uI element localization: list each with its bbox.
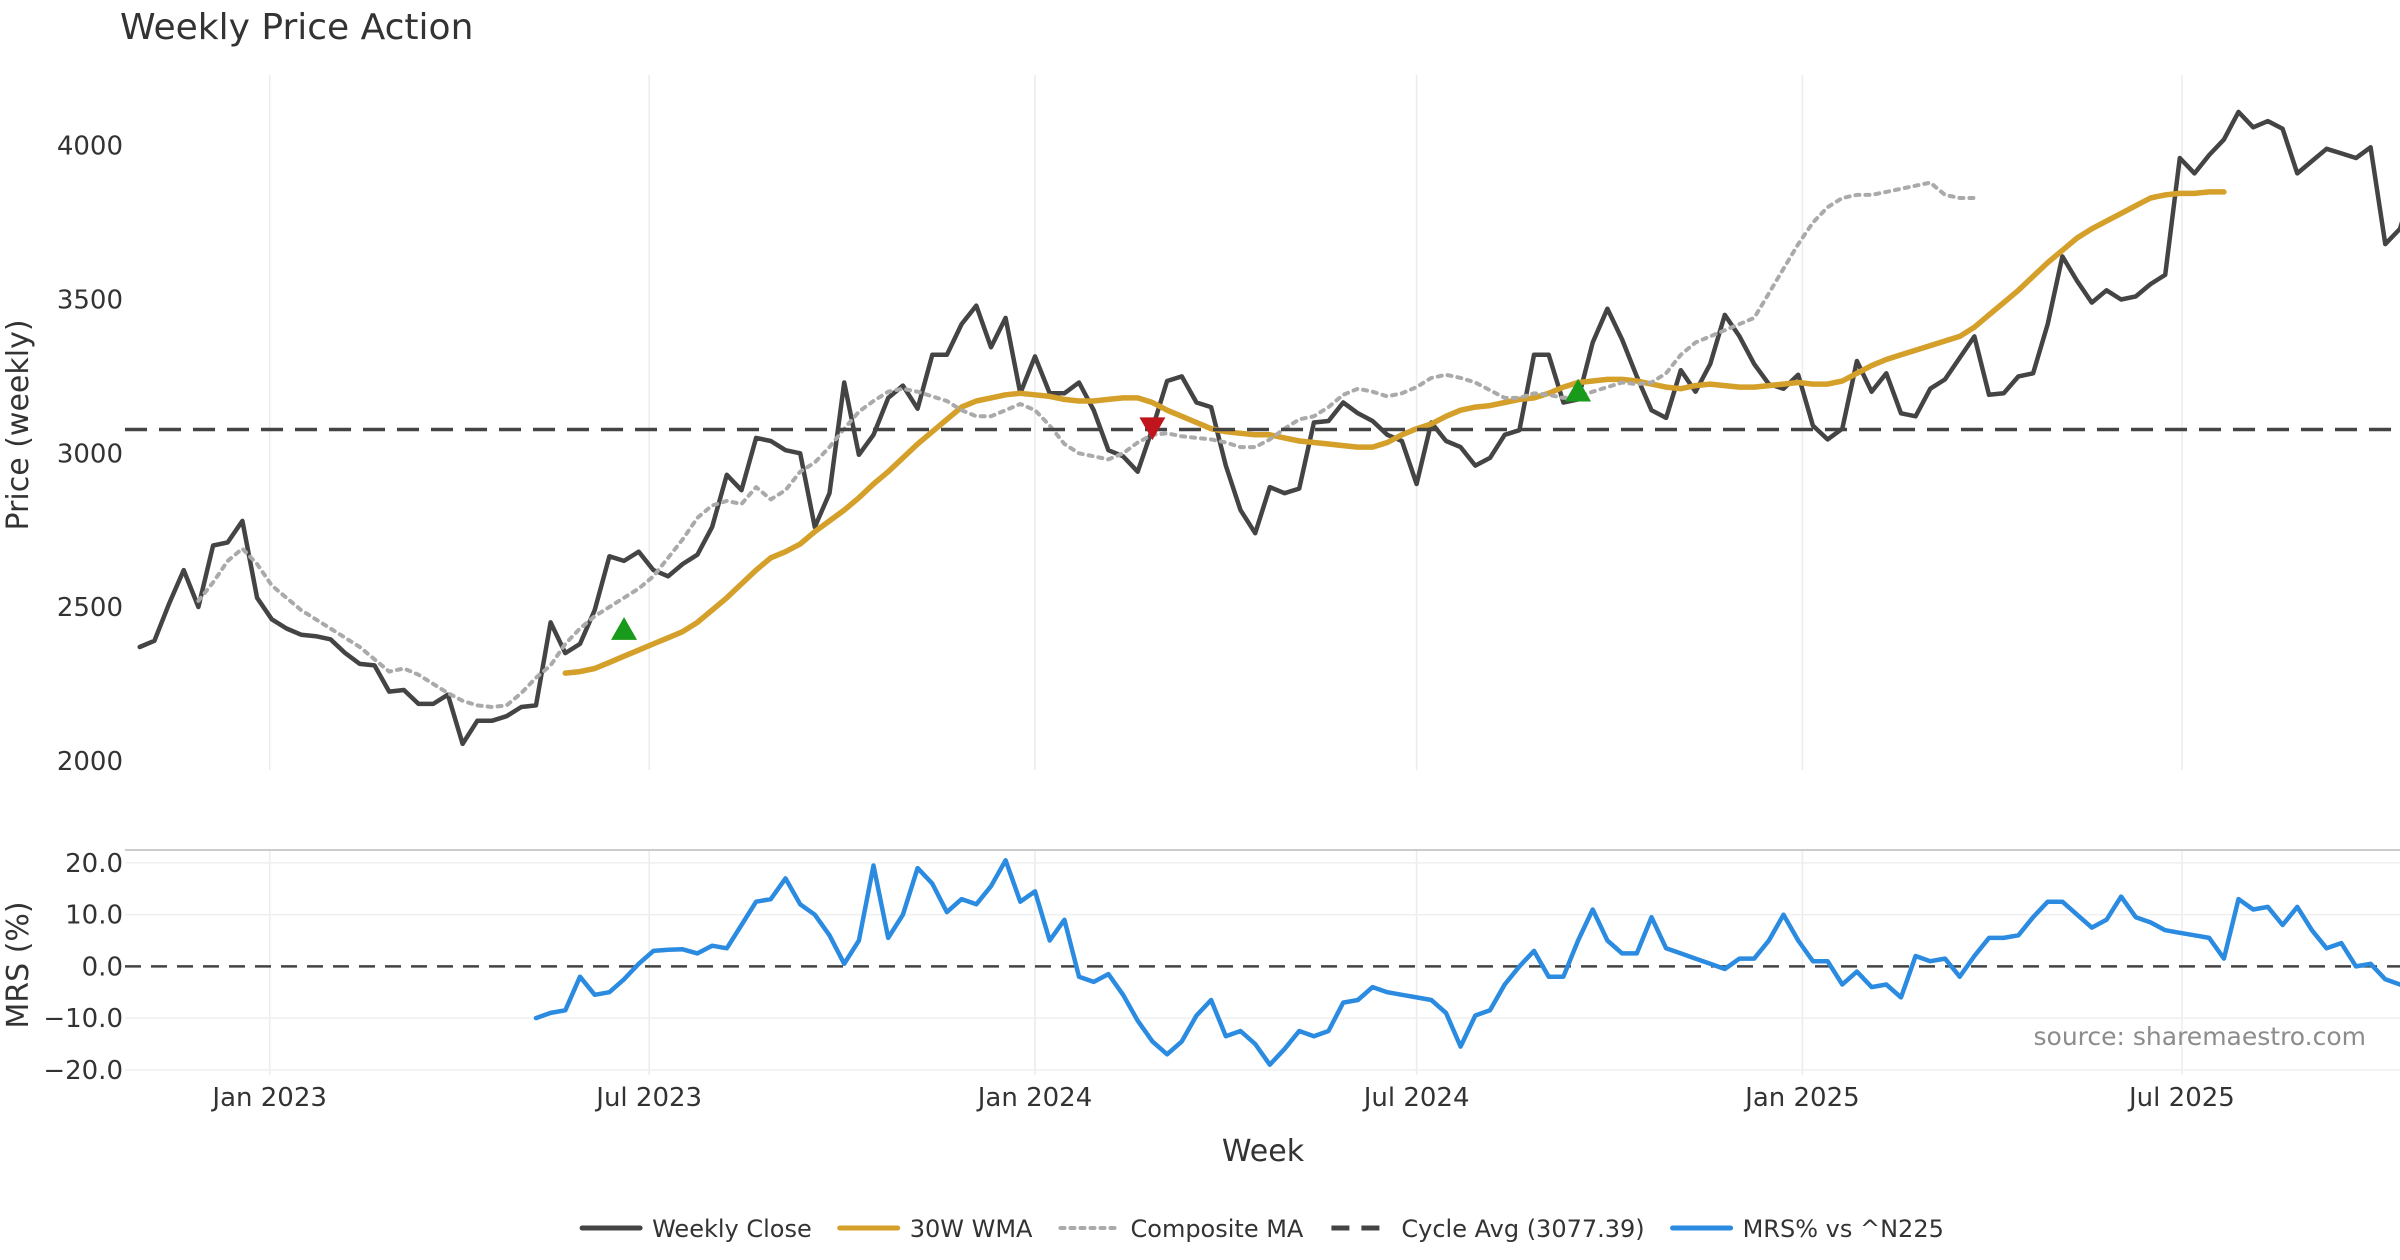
price-ytick-label: 3000 bbox=[57, 439, 123, 469]
weekly-close-line bbox=[137, 109, 2400, 747]
buy-signal-marker bbox=[611, 617, 638, 640]
price-ytick-label: 2500 bbox=[57, 593, 123, 623]
legend-item: Weekly Close bbox=[579, 1215, 812, 1243]
legend-item: MRS% vs ^N225 bbox=[1670, 1215, 1944, 1243]
composite-ma-line bbox=[196, 180, 1977, 709]
mrs-line bbox=[533, 858, 2400, 1067]
price-axis-title: Price (weekly) bbox=[1, 319, 36, 530]
x-tick-label: Jul 2024 bbox=[1362, 1083, 1470, 1113]
x-tick-label: Jan 2024 bbox=[976, 1083, 1093, 1113]
legend-item: 30W WMA bbox=[837, 1215, 1033, 1243]
x-tick-label: Jan 2023 bbox=[210, 1083, 327, 1113]
legend-label: Weekly Close bbox=[652, 1215, 812, 1243]
legend-label: Cycle Avg (3077.39) bbox=[1401, 1215, 1644, 1243]
mrs-ytick-label: −20.0 bbox=[43, 1056, 123, 1086]
legend-label: MRS% vs ^N225 bbox=[1743, 1215, 1944, 1243]
source-note: source: sharemaestro.com bbox=[2034, 1022, 2367, 1051]
mrs-ytick-label: 10.0 bbox=[65, 901, 123, 931]
x-axis-title: Week bbox=[1222, 1134, 1305, 1169]
x-tick-label: Jan 2025 bbox=[1743, 1083, 1860, 1113]
price-plot-area bbox=[125, 109, 2400, 747]
mrs-ytick-label: 20.0 bbox=[65, 849, 123, 879]
chart-legend: Weekly Close 30W WMA Composite MA Cycle Avg… bbox=[579, 1215, 1944, 1243]
legend-item: Composite MA bbox=[1058, 1215, 1304, 1243]
legend-item: Cycle Avg (3077.39) bbox=[1331, 1215, 1645, 1243]
mrs-panel: 20.0 10.0 0.0 −10.0 −20.0 Jan 2023 Jul 2023 Jan… bbox=[43, 849, 2400, 1113]
x-tick-label: Jul 2023 bbox=[594, 1083, 702, 1113]
mrs-axis-title: MRS (%) bbox=[1, 901, 36, 1028]
buy-signal-marker bbox=[1565, 378, 1592, 402]
legend-label: 30W WMA bbox=[910, 1215, 1033, 1243]
price-ytick-label: 2000 bbox=[57, 747, 123, 777]
price-ytick-label: 3500 bbox=[57, 285, 123, 315]
chart-title: Weekly Price Action bbox=[120, 7, 473, 48]
legend-label: Composite MA bbox=[1131, 1215, 1304, 1243]
mrs-ytick-label: 0.0 bbox=[82, 952, 123, 982]
sell-signal-marker bbox=[1139, 417, 1166, 441]
30w-wma-line bbox=[562, 189, 2227, 676]
price-panel: 2000 2500 3000 3500 4000 bbox=[57, 75, 2400, 777]
mrs-plot-area bbox=[533, 858, 2400, 1067]
price-ytick-label: 4000 bbox=[57, 132, 123, 162]
x-tick-label: Jul 2025 bbox=[2127, 1083, 2235, 1113]
mrs-ytick-label: −10.0 bbox=[43, 1004, 123, 1034]
